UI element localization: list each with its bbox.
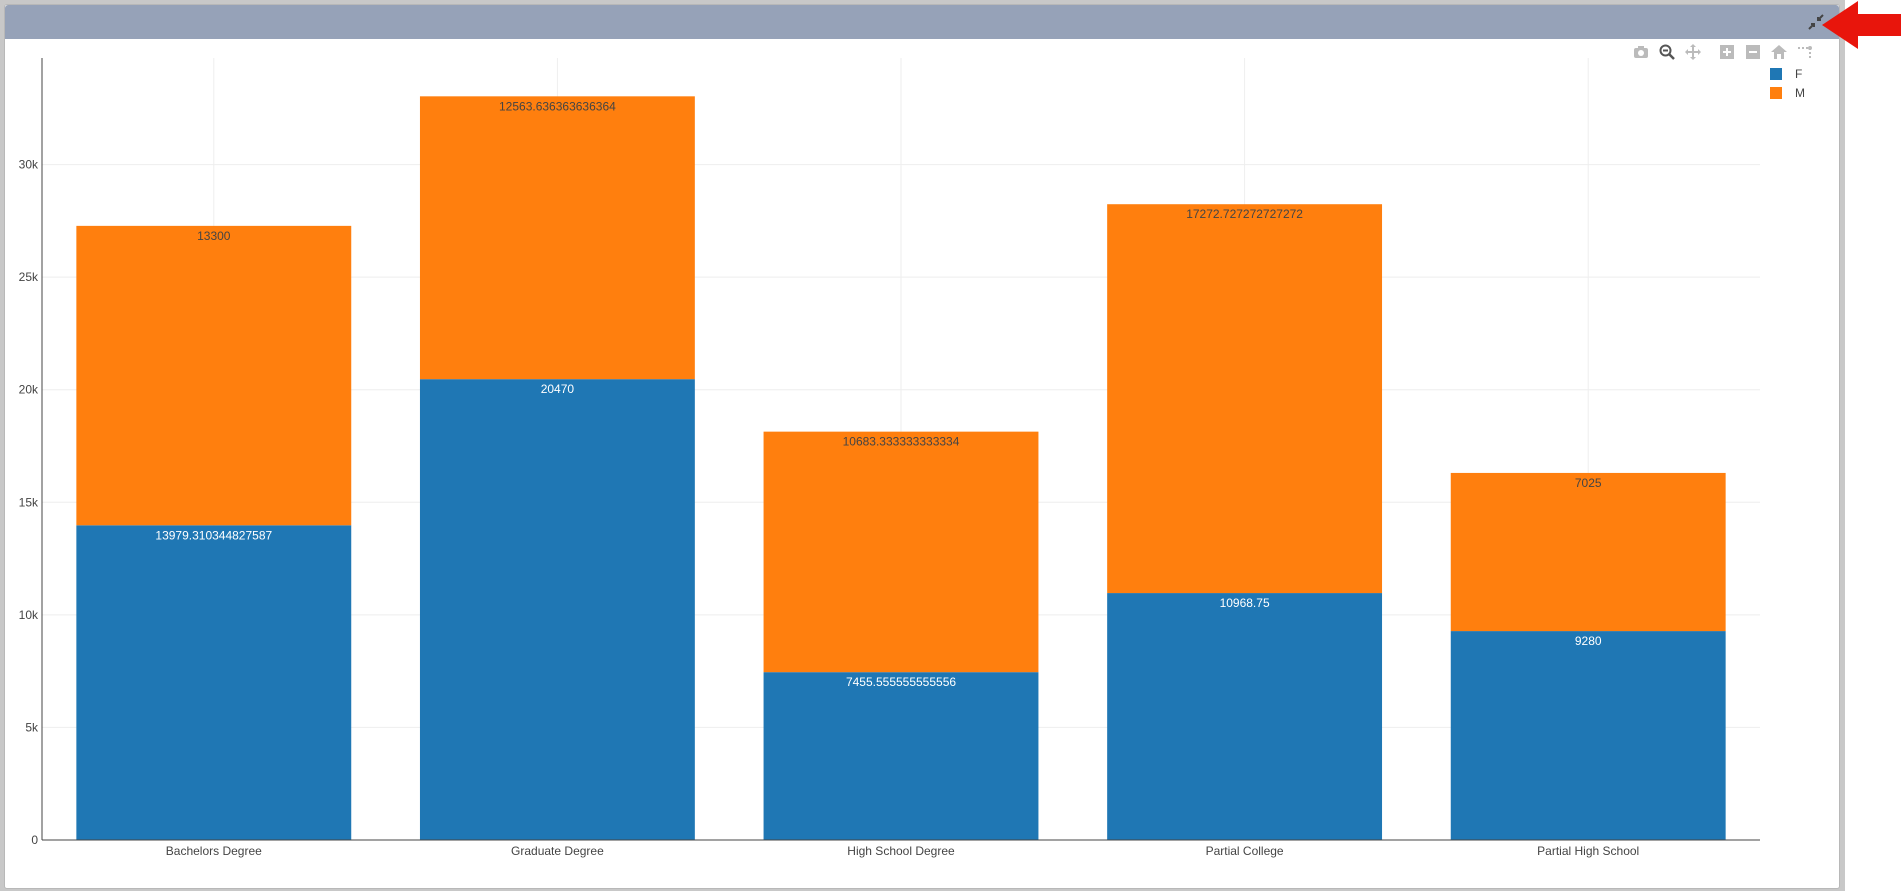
home-icon[interactable] [1768,42,1790,62]
panel-header [5,5,1839,39]
pan-icon[interactable] [1682,42,1704,62]
camera-icon[interactable] [1630,42,1652,62]
modebar [1630,42,1816,62]
legend: F M [1770,64,1805,102]
chart-panel [4,4,1840,889]
legend-swatch-m [1770,86,1782,99]
legend-label-f: F [1795,66,1803,81]
legend-swatch-f [1770,67,1782,80]
zoom-out-icon[interactable] [1742,42,1764,62]
legend-item-f[interactable]: F [1770,64,1805,83]
spike-lines-icon[interactable] [1794,42,1816,62]
zoom-icon[interactable] [1656,42,1678,62]
legend-label-m: M [1795,85,1805,100]
red-arrow-icon [1822,1,1901,49]
shrink-icon[interactable] [1807,13,1825,31]
zoom-in-icon[interactable] [1716,42,1738,62]
legend-item-m[interactable]: M [1770,83,1805,102]
